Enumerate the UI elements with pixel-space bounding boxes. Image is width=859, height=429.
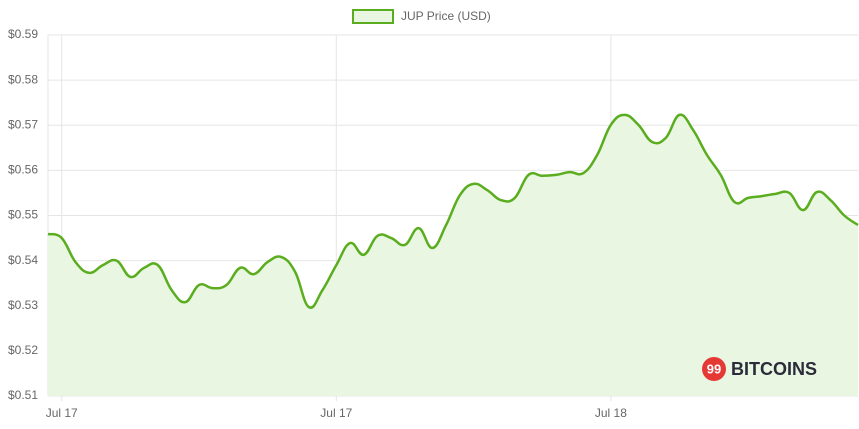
legend-item: JUP Price (USD) xyxy=(352,9,491,24)
y-tick-label: $0.53 xyxy=(8,298,38,312)
legend-swatch xyxy=(352,9,394,24)
y-tick-label: $0.51 xyxy=(8,388,38,402)
legend-label: JUP Price (USD) xyxy=(401,9,491,23)
y-tick-label: $0.59 xyxy=(8,27,38,41)
y-tick-label: $0.55 xyxy=(8,208,38,222)
watermark-text: BITCOINS xyxy=(731,359,817,379)
y-tick-label: $0.52 xyxy=(8,343,38,357)
line xyxy=(47,113,859,309)
watermark-badge-text: 99 xyxy=(707,361,721,376)
y-tick-label: $0.57 xyxy=(8,117,38,131)
plot: $0.51 $0.52 $0.53 $0.54 $0.55 $0.56 $0.57 $0.58… xyxy=(8,9,859,420)
y-tick-label: $0.58 xyxy=(8,72,38,86)
x-tick-label: Jul 17 xyxy=(320,406,352,420)
y-tick-label: $0.54 xyxy=(8,253,38,267)
y-tick-label: $0.56 xyxy=(8,163,38,177)
area xyxy=(48,114,858,396)
x-tick-label: Jul 17 xyxy=(46,406,78,420)
watermark: 99 BITCOINS xyxy=(702,357,817,381)
x-tick-label: Jul 18 xyxy=(595,406,627,420)
watermark-badge xyxy=(702,357,726,381)
